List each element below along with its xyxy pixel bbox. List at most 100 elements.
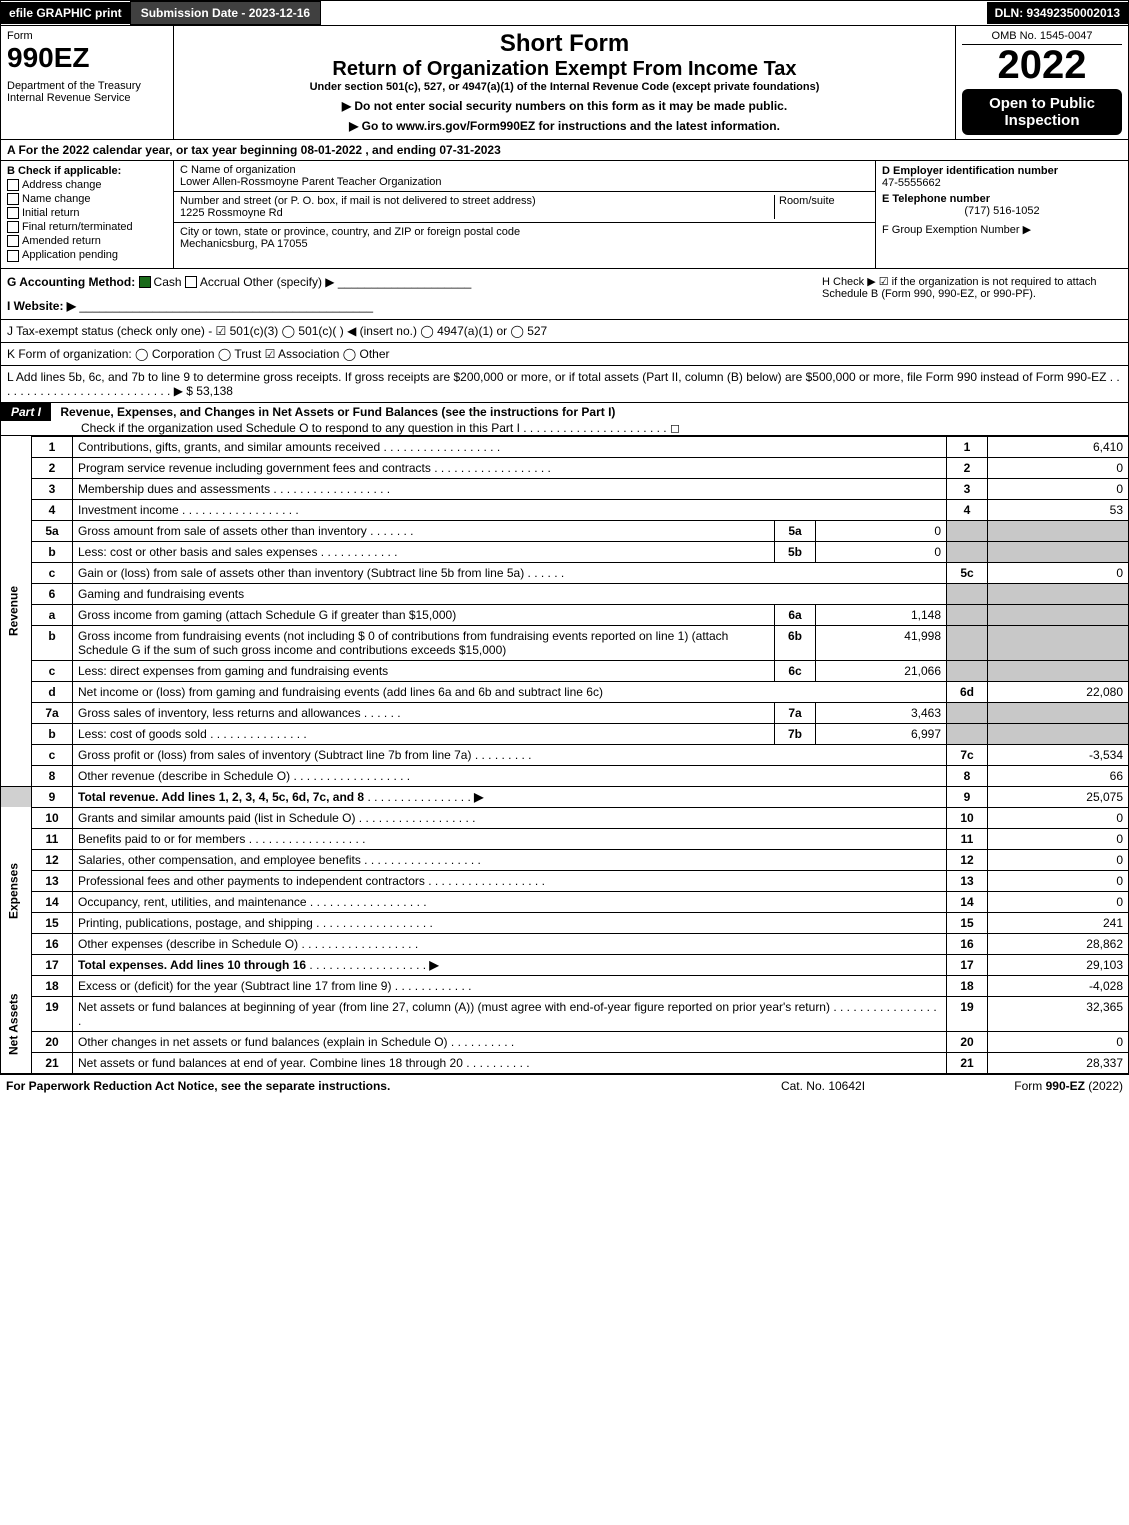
l12-desc: Salaries, other compensation, and employ… <box>73 849 947 870</box>
l6a-desc: Gross income from gaming (attach Schedul… <box>73 604 775 625</box>
return-title: Return of Organization Exempt From Incom… <box>184 58 945 81</box>
dln: DLN: 93492350002013 <box>987 2 1128 24</box>
l7a-greyv <box>988 702 1129 723</box>
l10-val: 0 <box>988 807 1129 828</box>
l5a-iv: 0 <box>816 520 947 541</box>
l6-num: 6 <box>32 583 73 604</box>
l7b-num: b <box>32 723 73 744</box>
l17-desc: Total expenses. Add lines 10 through 16 … <box>73 954 947 975</box>
form-header: Form 990EZ Department of the Treasury In… <box>0 26 1129 140</box>
c-name-label: C Name of organization <box>180 164 296 176</box>
l16-rnum: 16 <box>947 933 988 954</box>
l15-desc: Printing, publications, postage, and shi… <box>73 912 947 933</box>
org-city: Mechanicsburg, PA 17055 <box>180 238 308 250</box>
short-form-title: Short Form <box>184 30 945 58</box>
l6d-rnum: 6d <box>947 681 988 702</box>
cb-amended-return[interactable]: Amended return <box>7 235 167 247</box>
l3-val: 0 <box>988 478 1129 499</box>
dept-label: Department of the Treasury Internal Reve… <box>7 80 167 104</box>
l8-val: 66 <box>988 765 1129 786</box>
footer-left: For Paperwork Reduction Act Notice, see … <box>6 1079 723 1093</box>
l16-desc: Other expenses (describe in Schedule O) <box>73 933 947 954</box>
cash-label: Cash <box>154 275 182 289</box>
ein-label: D Employer identification number <box>882 165 1122 177</box>
form-number: 990EZ <box>7 42 167 74</box>
cb-accrual[interactable] <box>185 276 197 288</box>
l1-val: 6,410 <box>988 436 1129 457</box>
l7a-in: 7a <box>775 702 816 723</box>
c-city-label: City or town, state or province, country… <box>180 226 520 238</box>
l15-num: 15 <box>32 912 73 933</box>
l10-desc: Grants and similar amounts paid (list in… <box>73 807 947 828</box>
l6d-num: d <box>32 681 73 702</box>
l5c-val: 0 <box>988 562 1129 583</box>
l6c-in: 6c <box>775 660 816 681</box>
l7c-val: -3,534 <box>988 744 1129 765</box>
cb-cash[interactable] <box>139 276 151 288</box>
l5b-num: b <box>32 541 73 562</box>
l20-rnum: 20 <box>947 1031 988 1052</box>
cb-initial-return[interactable]: Initial return <box>7 207 167 219</box>
cb-final-return[interactable]: Final return/terminated <box>7 221 167 233</box>
l8-num: 8 <box>32 765 73 786</box>
col-c-name-address: C Name of organizationLower Allen-Rossmo… <box>174 161 876 268</box>
l8-rnum: 8 <box>947 765 988 786</box>
l7c-rnum: 7c <box>947 744 988 765</box>
l20-num: 20 <box>32 1031 73 1052</box>
net-assets-side-label: Net Assets <box>1 975 32 1073</box>
l16-val: 28,862 <box>988 933 1129 954</box>
irs-link[interactable]: ▶ Go to www.irs.gov/Form990EZ for instru… <box>349 119 780 133</box>
l5b-grey <box>947 541 988 562</box>
l7b-grey <box>947 723 988 744</box>
l6d-desc: Net income or (loss) from gaming and fun… <box>73 681 947 702</box>
l8-desc: Other revenue (describe in Schedule O) <box>73 765 947 786</box>
l11-rnum: 11 <box>947 828 988 849</box>
l7b-desc: Less: cost of goods sold . . . . . . . .… <box>73 723 775 744</box>
footer-right: Form 990-EZ (2022) <box>923 1079 1123 1093</box>
l5a-num: 5a <box>32 520 73 541</box>
l5c-desc: Gain or (loss) from sale of assets other… <box>73 562 947 583</box>
rev-gap <box>1 786 32 807</box>
part-i-title: Revenue, Expenses, and Changes in Net As… <box>54 403 621 421</box>
room-label: Room/suite <box>774 195 869 219</box>
l11-num: 11 <box>32 828 73 849</box>
col-d-ein-tel: D Employer identification number 47-5555… <box>876 161 1128 268</box>
lines-table: Revenue 1Contributions, gifts, grants, a… <box>0 436 1129 1074</box>
l20-desc: Other changes in net assets or fund bala… <box>73 1031 947 1052</box>
cb-address-change[interactable]: Address change <box>7 179 167 191</box>
l5b-in: 5b <box>775 541 816 562</box>
l13-desc: Professional fees and other payments to … <box>73 870 947 891</box>
l6b-num: b <box>32 625 73 660</box>
l9-val: 25,075 <box>988 786 1129 807</box>
l6a-grey <box>947 604 988 625</box>
l7a-iv: 3,463 <box>816 702 947 723</box>
l6c-iv: 21,066 <box>816 660 947 681</box>
l18-val: -4,028 <box>988 975 1129 996</box>
l17-val: 29,103 <box>988 954 1129 975</box>
l6b-greyv <box>988 625 1129 660</box>
under-section: Under section 501(c), 527, or 4947(a)(1)… <box>184 81 945 93</box>
ein-value: 47-5555662 <box>882 177 1122 189</box>
form-label: Form <box>7 30 167 42</box>
l6a-in: 6a <box>775 604 816 625</box>
cb-name-change[interactable]: Name change <box>7 193 167 205</box>
efile-label[interactable]: efile GRAPHIC print <box>1 2 130 24</box>
l4-desc: Investment income <box>73 499 947 520</box>
tel-label: E Telephone number <box>882 193 1122 205</box>
top-bar: efile GRAPHIC print Submission Date - 20… <box>0 0 1129 26</box>
l9-rnum: 9 <box>947 786 988 807</box>
l7a-desc: Gross sales of inventory, less returns a… <box>73 702 775 723</box>
l5a-greyv <box>988 520 1129 541</box>
l15-rnum: 15 <box>947 912 988 933</box>
tel-value: (717) 516-1052 <box>882 205 1122 217</box>
accrual-label: Accrual <box>200 275 240 289</box>
l6c-num: c <box>32 660 73 681</box>
cb-app-pending[interactable]: Application pending <box>7 249 167 261</box>
l7c-desc: Gross profit or (loss) from sales of inv… <box>73 744 947 765</box>
l2-desc: Program service revenue including govern… <box>73 457 947 478</box>
l2-num: 2 <box>32 457 73 478</box>
l6-greyv <box>988 583 1129 604</box>
l20-val: 0 <box>988 1031 1129 1052</box>
l5b-desc: Less: cost or other basis and sales expe… <box>73 541 775 562</box>
part-i-header: Part I Revenue, Expenses, and Changes in… <box>0 403 1129 436</box>
